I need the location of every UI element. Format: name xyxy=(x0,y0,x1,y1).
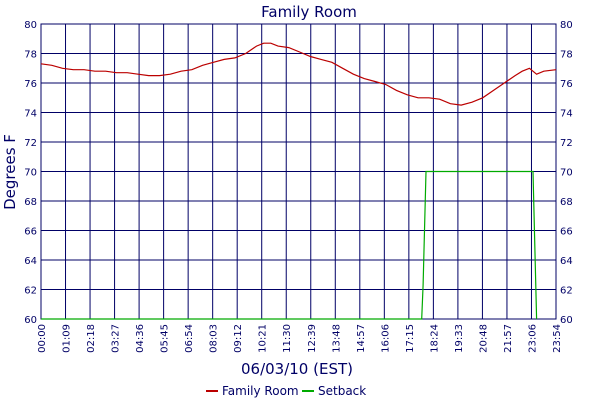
y-tick-label-right: 70 xyxy=(560,168,573,179)
y-tick-label-right: 74 xyxy=(560,109,573,120)
x-tick-label: 09:12 xyxy=(233,324,244,353)
setback-line xyxy=(41,170,538,320)
y-tick-label-left: 60 xyxy=(24,315,37,326)
y-tick-label-left: 68 xyxy=(24,197,37,208)
x-tick-label: 02:18 xyxy=(86,324,97,353)
x-tick-label: 01:09 xyxy=(62,324,73,353)
y-tick-label-right: 68 xyxy=(560,197,573,208)
y-tick-label-left: 66 xyxy=(24,227,37,238)
x-axis-label: 06/03/10 (EST) xyxy=(241,360,353,378)
family-room-line xyxy=(40,42,557,106)
y-tick-label-right: 78 xyxy=(560,50,573,61)
y-tick-label-left: 64 xyxy=(24,256,37,267)
legend: Family Room Setback xyxy=(206,384,366,398)
y-tick-label-right: 62 xyxy=(560,286,573,297)
legend-label-family-room: Family Room xyxy=(222,384,299,398)
y-tick-label-right: 76 xyxy=(560,79,573,90)
y-tick-label-right: 60 xyxy=(560,315,573,326)
y-tick-label-left: 80 xyxy=(24,20,37,31)
x-tick-label: 19:33 xyxy=(454,324,465,353)
x-tick-label: 17:15 xyxy=(405,324,416,353)
x-tick-label: 20:48 xyxy=(478,324,489,353)
x-tick-label: 00:00 xyxy=(37,324,48,353)
legend-label-setback: Setback xyxy=(318,384,366,398)
y-axis-label: Degrees F xyxy=(1,134,19,210)
plot-area: 00:00 01:09 02:18 03:27 04:36 05:45 06:54 08:03… xyxy=(24,20,572,353)
x-tick-label: 21:57 xyxy=(503,324,514,353)
y-tick-label-right: 64 xyxy=(560,256,573,267)
x-tick-label: 12:39 xyxy=(307,324,318,353)
y-tick-label-left: 76 xyxy=(24,79,37,90)
x-tick-label: 03:27 xyxy=(111,324,122,353)
y-tick-label-left: 62 xyxy=(24,286,37,297)
x-tick-label: 10:21 xyxy=(258,324,269,353)
x-tick-label: 06:54 xyxy=(184,324,195,353)
x-tick-label: 08:03 xyxy=(209,324,220,353)
x-tick-label: 13:48 xyxy=(331,324,342,353)
y-tick-label-left: 70 xyxy=(24,168,37,179)
y-tick-label-left: 72 xyxy=(24,138,37,149)
x-tick-label: 18:24 xyxy=(429,324,440,353)
x-tick-label: 14:57 xyxy=(356,324,367,353)
y-tick-label-right: 72 xyxy=(560,138,573,149)
x-tick-label: 04:36 xyxy=(135,324,146,353)
x-tick-label: 05:45 xyxy=(160,324,171,353)
x-tick-label: 23:06 xyxy=(527,324,538,353)
y-tick-label-left: 74 xyxy=(24,109,37,120)
x-tick-label: 16:06 xyxy=(380,324,391,353)
y-tick-label-right: 80 xyxy=(560,20,573,31)
chart-title: Family Room xyxy=(261,3,357,21)
y-tick-label-right: 66 xyxy=(560,227,573,238)
y-tick-label-left: 78 xyxy=(24,50,37,61)
x-tick-label: 23:54 xyxy=(552,324,563,353)
x-tick-label: 11:30 xyxy=(282,324,293,353)
